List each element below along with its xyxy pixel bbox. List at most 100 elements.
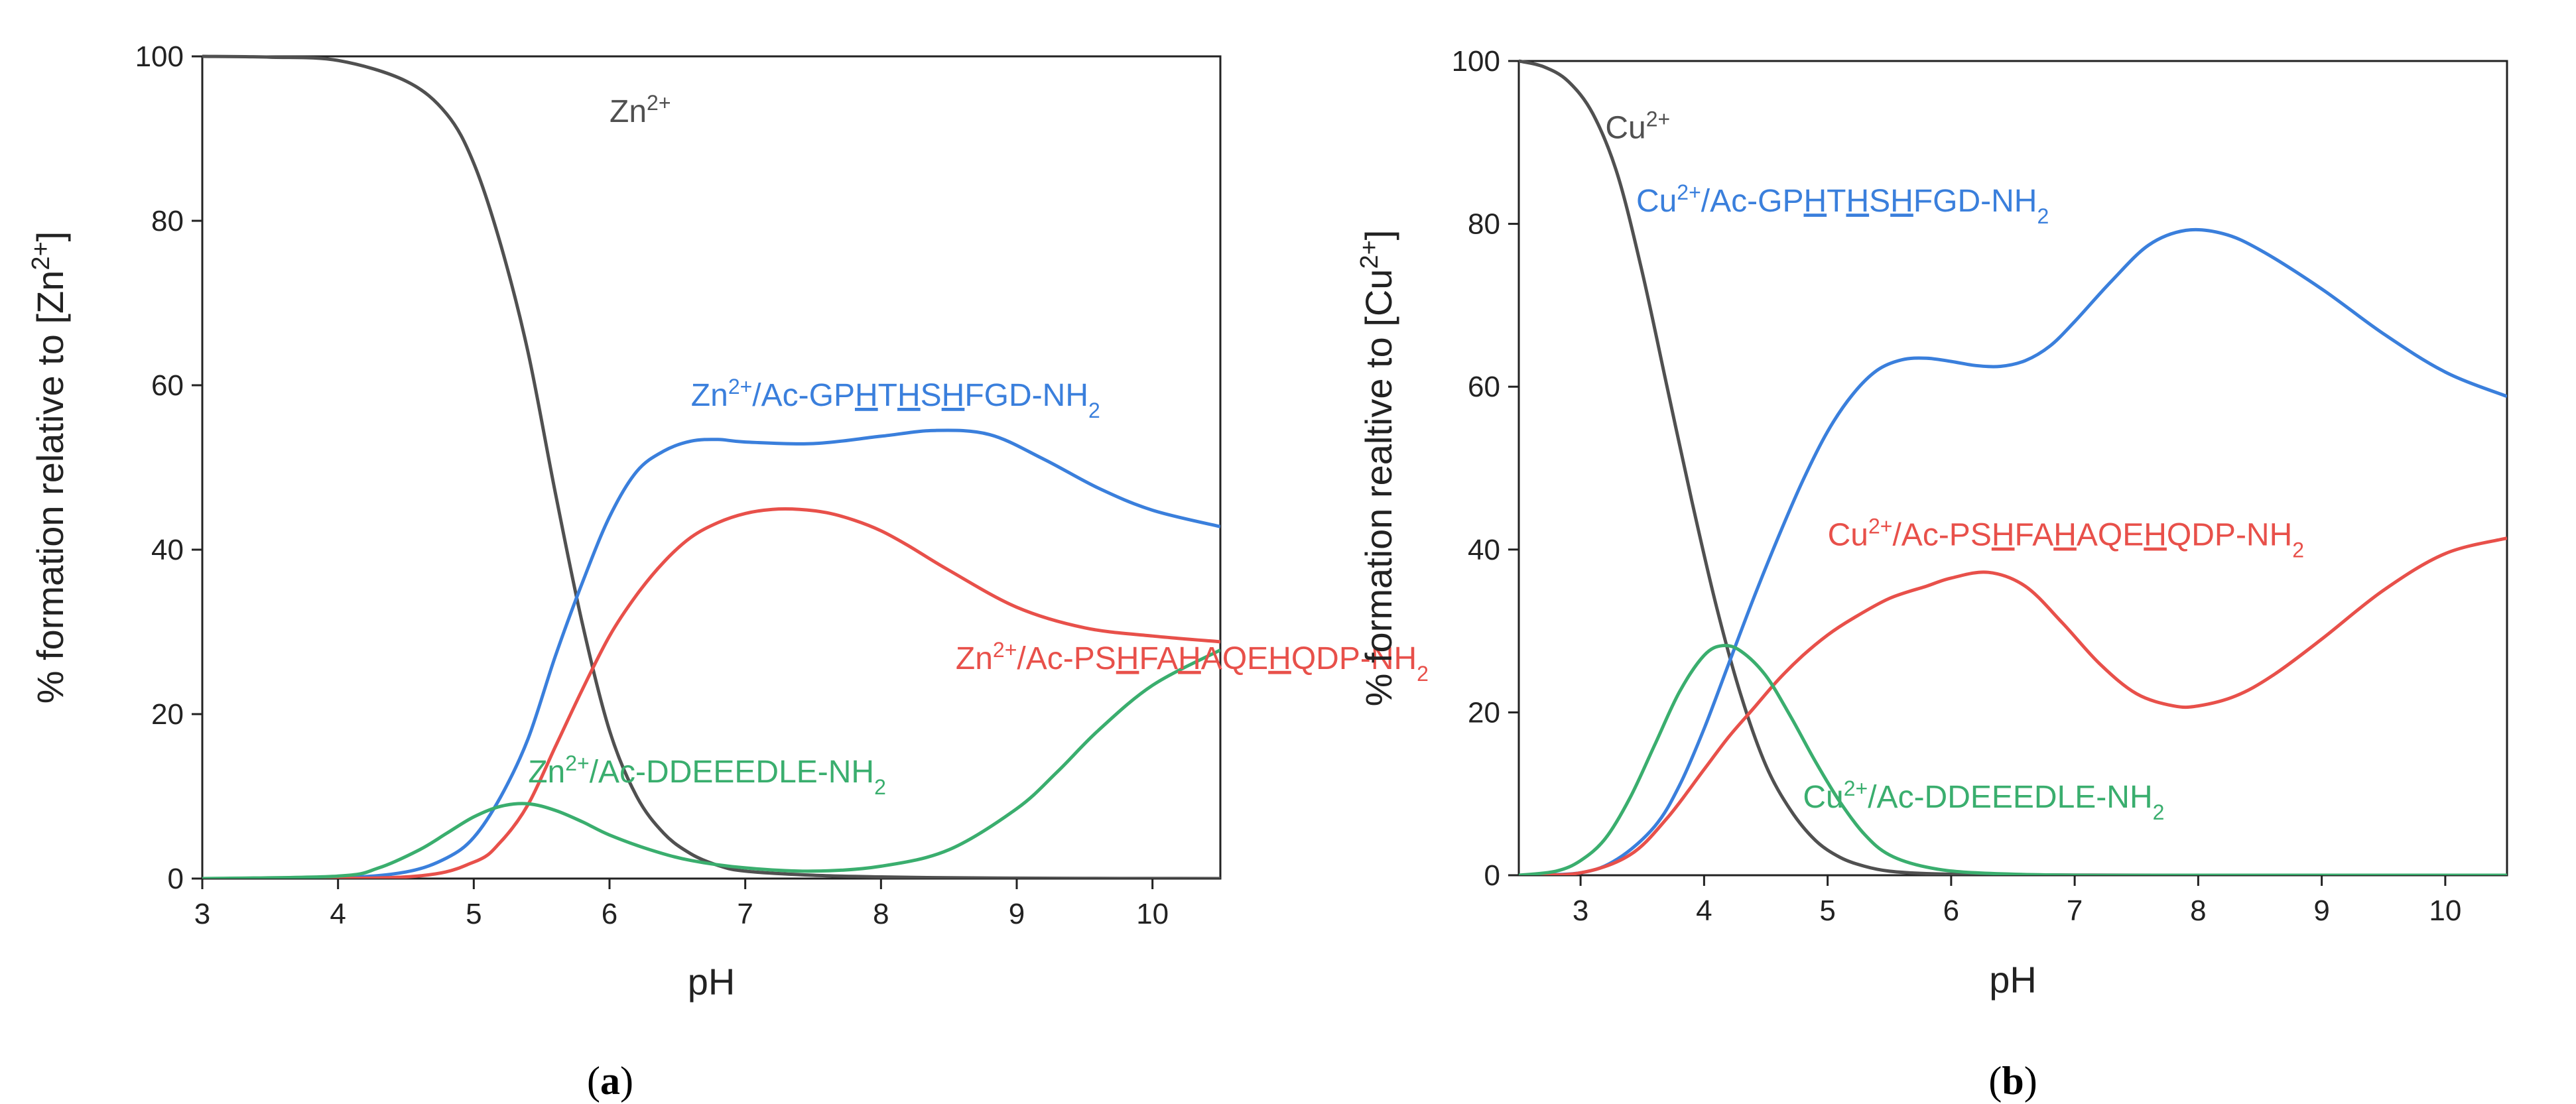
panel-label-open: ( <box>1988 1059 2002 1103</box>
series-label-cu2-ac-gphthshfgd-nh2-part: H <box>1890 184 1913 219</box>
series-line-zn2-ac-ddeeedle-nh2 <box>202 648 1220 879</box>
series-label-cu2-ac-gphthshfgd-nh2-part: Cu <box>1636 184 1677 219</box>
series-line-zn2-ac-gphthshfgd-nh2 <box>202 428 1220 879</box>
y-axis-title-part: ] <box>1358 230 1399 241</box>
y-axis-title-part: 2+ <box>27 241 55 270</box>
series-label-cu2: Cu2+ <box>1605 107 1670 146</box>
series-line-cu2-ac-pshfahaqehqdp-nh2 <box>1519 536 2507 875</box>
series-label-cu2-part: Cu <box>1605 111 1645 146</box>
series-label-cu2-ac-gphthshfgd-nh2-part: 2+ <box>1677 180 1701 204</box>
panel-label-close: ) <box>620 1059 633 1103</box>
y-tick-label: 40 <box>1468 534 1500 566</box>
y-tick-label: 100 <box>1452 45 1500 78</box>
y-tick-label: 20 <box>1468 696 1500 729</box>
y-axis-title-part: % formation relative to [Zn <box>29 271 71 704</box>
panel-label: (a) <box>587 1059 633 1103</box>
series-label-zn2-ac-pshfahaqehqdp-nh2-part: 2 <box>1417 662 1429 686</box>
series-label-zn2-ac-ddeeedle-nh2-part: 2 <box>874 775 886 799</box>
y-tick-label: 40 <box>151 534 184 566</box>
x-tick-label: 7 <box>2067 894 2083 927</box>
series-label-cu2-ac-gphthshfgd-nh2-part: H <box>1803 184 1827 219</box>
series-label-zn2-ac-pshfahaqehqdp-nh2-part: H <box>1178 641 1201 676</box>
series-label-zn2-ac-pshfahaqehqdp-nh2-part: 2+ <box>993 638 1017 662</box>
y-axis-title: % formation relative to [Zn2+] <box>27 231 71 704</box>
panel-label-letter: a <box>600 1059 620 1103</box>
series-label-zn2-ac-pshfahaqehqdp-nh2-part: /Ac-PS <box>1017 641 1116 676</box>
series-label-zn2-ac-pshfahaqehqdp-nh2-part: FA <box>1139 641 1178 676</box>
x-tick-label: 7 <box>737 898 753 930</box>
series-label-cu2-ac-pshfahaqehqdp-nh2-part: 2+ <box>1868 515 1892 538</box>
series-label-zn2-ac-gphthshfgd-nh2-part: 2 <box>1088 399 1100 422</box>
x-tick-label: 4 <box>330 898 346 930</box>
panel-label-close: ) <box>2024 1059 2037 1103</box>
series-label-cu2-ac-gphthshfgd-nh2-part: T <box>1827 184 1846 219</box>
series-label-zn2: Zn2+ <box>610 91 671 129</box>
series-label-cu2-ac-pshfahaqehqdp-nh2-part: AQE <box>2077 518 2144 553</box>
series-label-zn2-ac-gphthshfgd-nh2-part: H <box>897 378 921 413</box>
series-label-cu2-ac-gphthshfgd-nh2-part: 2 <box>2037 204 2049 228</box>
series-label-zn2-ac-pshfahaqehqdp-nh2-part: Zn <box>956 641 993 676</box>
y-axis-title-part: ] <box>29 231 71 242</box>
series-label-zn2-ac-gphthshfgd-nh2: Zn2+/Ac-GPHTHSHFGD-NH2 <box>691 375 1100 422</box>
series-label-zn2-ac-gphthshfgd-nh2-part: H <box>855 378 878 413</box>
series-label-cu2-ac-ddeeedle-nh2-part: Cu <box>1803 780 1843 815</box>
y-tick-label: 0 <box>168 863 184 895</box>
series-label-cu2-ac-ddeeedle-nh2-part: 2 <box>2153 800 2165 824</box>
series-label-zn2-ac-gphthshfgd-nh2-part: FGD-NH <box>964 378 1088 413</box>
x-tick-label: 3 <box>194 898 210 930</box>
y-axis-title-part: 2+ <box>1356 240 1384 269</box>
y-tick-label: 80 <box>151 205 184 237</box>
panel-label: (b) <box>1988 1059 2037 1103</box>
x-tick-label: 8 <box>2190 894 2206 927</box>
x-axis-title: pH <box>688 961 736 1003</box>
series-label-cu2-ac-pshfahaqehqdp-nh2-part: /Ac-PS <box>1892 518 1991 553</box>
y-tick-label: 60 <box>151 369 184 402</box>
series-label-zn2-ac-ddeeedle-nh2-part: /Ac-DDEEEDLE-NH <box>590 755 874 790</box>
series-label-cu2-ac-pshfahaqehqdp-nh2-part: FA <box>2015 518 2054 553</box>
series-label-zn2-ac-gphthshfgd-nh2-part: 2+ <box>728 375 752 399</box>
y-tick-label: 0 <box>1484 859 1500 892</box>
series-label-cu2-ac-ddeeedle-nh2: Cu2+/Ac-DDEEEDLE-NH2 <box>1803 776 2164 824</box>
plot-frame <box>201 55 1222 880</box>
series-label-cu2-ac-gphthshfgd-nh2-part: FGD-NH <box>1913 184 2037 219</box>
series-label-zn2-ac-gphthshfgd-nh2-part: S <box>921 378 942 413</box>
series-line-cu2-ac-gphthshfgd-nh2 <box>1519 227 2507 875</box>
series-label-zn2-ac-gphthshfgd-nh2-part: /Ac-GP <box>752 378 855 413</box>
series-label-cu2-ac-pshfahaqehqdp-nh2-part: H <box>2053 518 2077 553</box>
x-tick-label: 5 <box>1819 894 1835 927</box>
panel-label-open: ( <box>587 1059 600 1103</box>
x-tick-label: 5 <box>466 898 482 930</box>
series-line-cu2-ac-ddeeedle-nh2 <box>1519 643 2507 875</box>
x-tick-label: 10 <box>1136 898 1169 930</box>
series-label-zn2-ac-ddeeedle-nh2-part: Zn <box>528 755 565 790</box>
series-label-cu2-ac-pshfahaqehqdp-nh2-part: Cu <box>1828 518 1868 553</box>
series-label-cu2-ac-pshfahaqehqdp-nh2-part: H <box>2144 518 2167 553</box>
series-label-zn2-ac-gphthshfgd-nh2-part: Zn <box>691 378 728 413</box>
series-label-cu2-ac-pshfahaqehqdp-nh2-part: QDP-NH <box>2167 518 2292 553</box>
series-line-zn2-ac-pshfahaqehqdp-nh2 <box>202 507 1220 879</box>
x-tick-label: 3 <box>1573 894 1588 927</box>
series-label-cu2-part: 2+ <box>1646 107 1670 131</box>
x-tick-label: 8 <box>873 898 889 930</box>
series-label-cu2-ac-gphthshfgd-nh2-part: S <box>1869 184 1890 219</box>
series-label-zn2-ac-pshfahaqehqdp-nh2-part: H <box>1268 641 1291 676</box>
series-label-zn2-ac-gphthshfgd-nh2-part: H <box>942 378 965 413</box>
series-label-zn2-part: 2+ <box>647 91 671 115</box>
x-tick-label: 4 <box>1696 894 1712 927</box>
series-label-zn2-part: Zn <box>610 94 647 129</box>
series-label-cu2-ac-gphthshfgd-nh2-part: /Ac-GP <box>1701 184 1804 219</box>
y-tick-label: 100 <box>135 40 184 73</box>
series-label-cu2-ac-gphthshfgd-nh2-part: H <box>1846 184 1869 219</box>
series-label-cu2-ac-pshfahaqehqdp-nh2-part: 2 <box>2292 538 2304 562</box>
x-tick-label: 9 <box>2313 894 2329 927</box>
series-label-zn2-ac-pshfahaqehqdp-nh2-part: AQE <box>1201 641 1268 676</box>
series-label-cu2-ac-ddeeedle-nh2-part: 2+ <box>1844 776 1868 800</box>
x-tick-label: 9 <box>1009 898 1025 930</box>
panel-label-letter: b <box>2002 1059 2024 1103</box>
x-axis-title: pH <box>1989 959 2037 1001</box>
series-label-zn2-ac-pshfahaqehqdp-nh2-part: QDP-NH <box>1291 641 1417 676</box>
series-label-cu2-ac-pshfahaqehqdp-nh2-part: H <box>1992 518 2015 553</box>
